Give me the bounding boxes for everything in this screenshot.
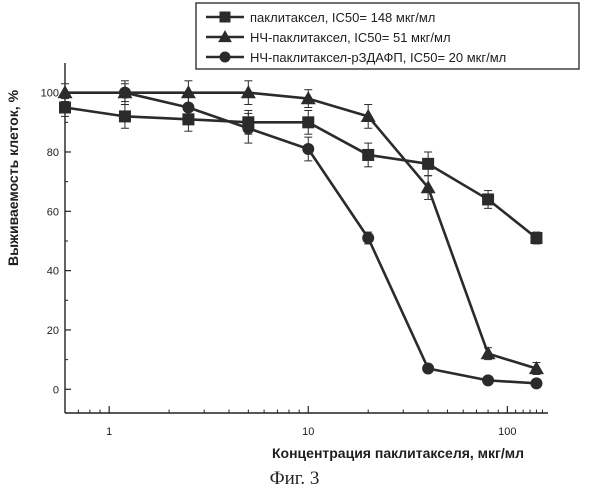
marker-circle xyxy=(242,122,254,134)
x-tick-label: 10 xyxy=(302,426,314,438)
marker-square xyxy=(362,149,374,161)
marker-circle xyxy=(220,52,231,63)
y-tick-label: 40 xyxy=(47,266,59,278)
series-line xyxy=(65,93,536,369)
marker-circle xyxy=(182,101,194,113)
x-tick-label: 100 xyxy=(498,426,516,438)
series-1 xyxy=(59,99,542,244)
marker-circle xyxy=(482,374,494,386)
marker-triangle xyxy=(481,346,496,359)
axes: 0 20 40 60 80 100 1 10 100 xyxy=(41,63,548,438)
y-tick-label: 100 xyxy=(41,88,59,100)
figure-caption: Фиг. 3 xyxy=(0,468,589,490)
series-line xyxy=(65,107,536,238)
x-axis-label: Концентрация паклитакселя, мкг/мл xyxy=(272,445,524,461)
series-3 xyxy=(119,84,543,390)
marker-square xyxy=(530,232,542,244)
y-tick-label: 20 xyxy=(47,325,59,337)
marker-square xyxy=(302,116,314,128)
legend: паклитаксел, IC50= 148 мкг/мл НЧ-паклитак… xyxy=(196,3,579,69)
series-2 xyxy=(58,81,544,375)
legend-label: НЧ-паклитаксел, IC50= 51 мкг/мл xyxy=(250,30,451,45)
marker-circle xyxy=(422,363,434,375)
marker-circle xyxy=(119,87,131,99)
x-tick-label: 1 xyxy=(106,426,112,438)
marker-square xyxy=(220,12,231,23)
marker-square xyxy=(422,158,434,170)
marker-circle xyxy=(362,232,374,244)
marker-square xyxy=(119,110,131,122)
y-tick-label: 60 xyxy=(47,206,59,218)
marker-circle xyxy=(530,377,542,389)
y-tick-label: 0 xyxy=(53,384,59,396)
legend-item: НЧ-паклитаксел-рЗДАФП, IC50= 20 мкг/мл xyxy=(206,50,506,65)
chart: 0 20 40 60 80 100 1 10 100 паклитаксел, IC50= 14… xyxy=(0,0,589,470)
series-group xyxy=(58,81,544,390)
marker-circle xyxy=(302,143,314,155)
legend-label: НЧ-паклитаксел-рЗДАФП, IC50= 20 мкг/мл xyxy=(250,50,506,65)
marker-square xyxy=(482,193,494,205)
y-axis-label: Выживаемость клеток, % xyxy=(5,89,21,266)
marker-square xyxy=(59,101,71,113)
series-line xyxy=(125,93,537,384)
legend-label: паклитаксел, IC50= 148 мкг/мл xyxy=(250,10,435,25)
y-tick-label: 80 xyxy=(47,147,59,159)
